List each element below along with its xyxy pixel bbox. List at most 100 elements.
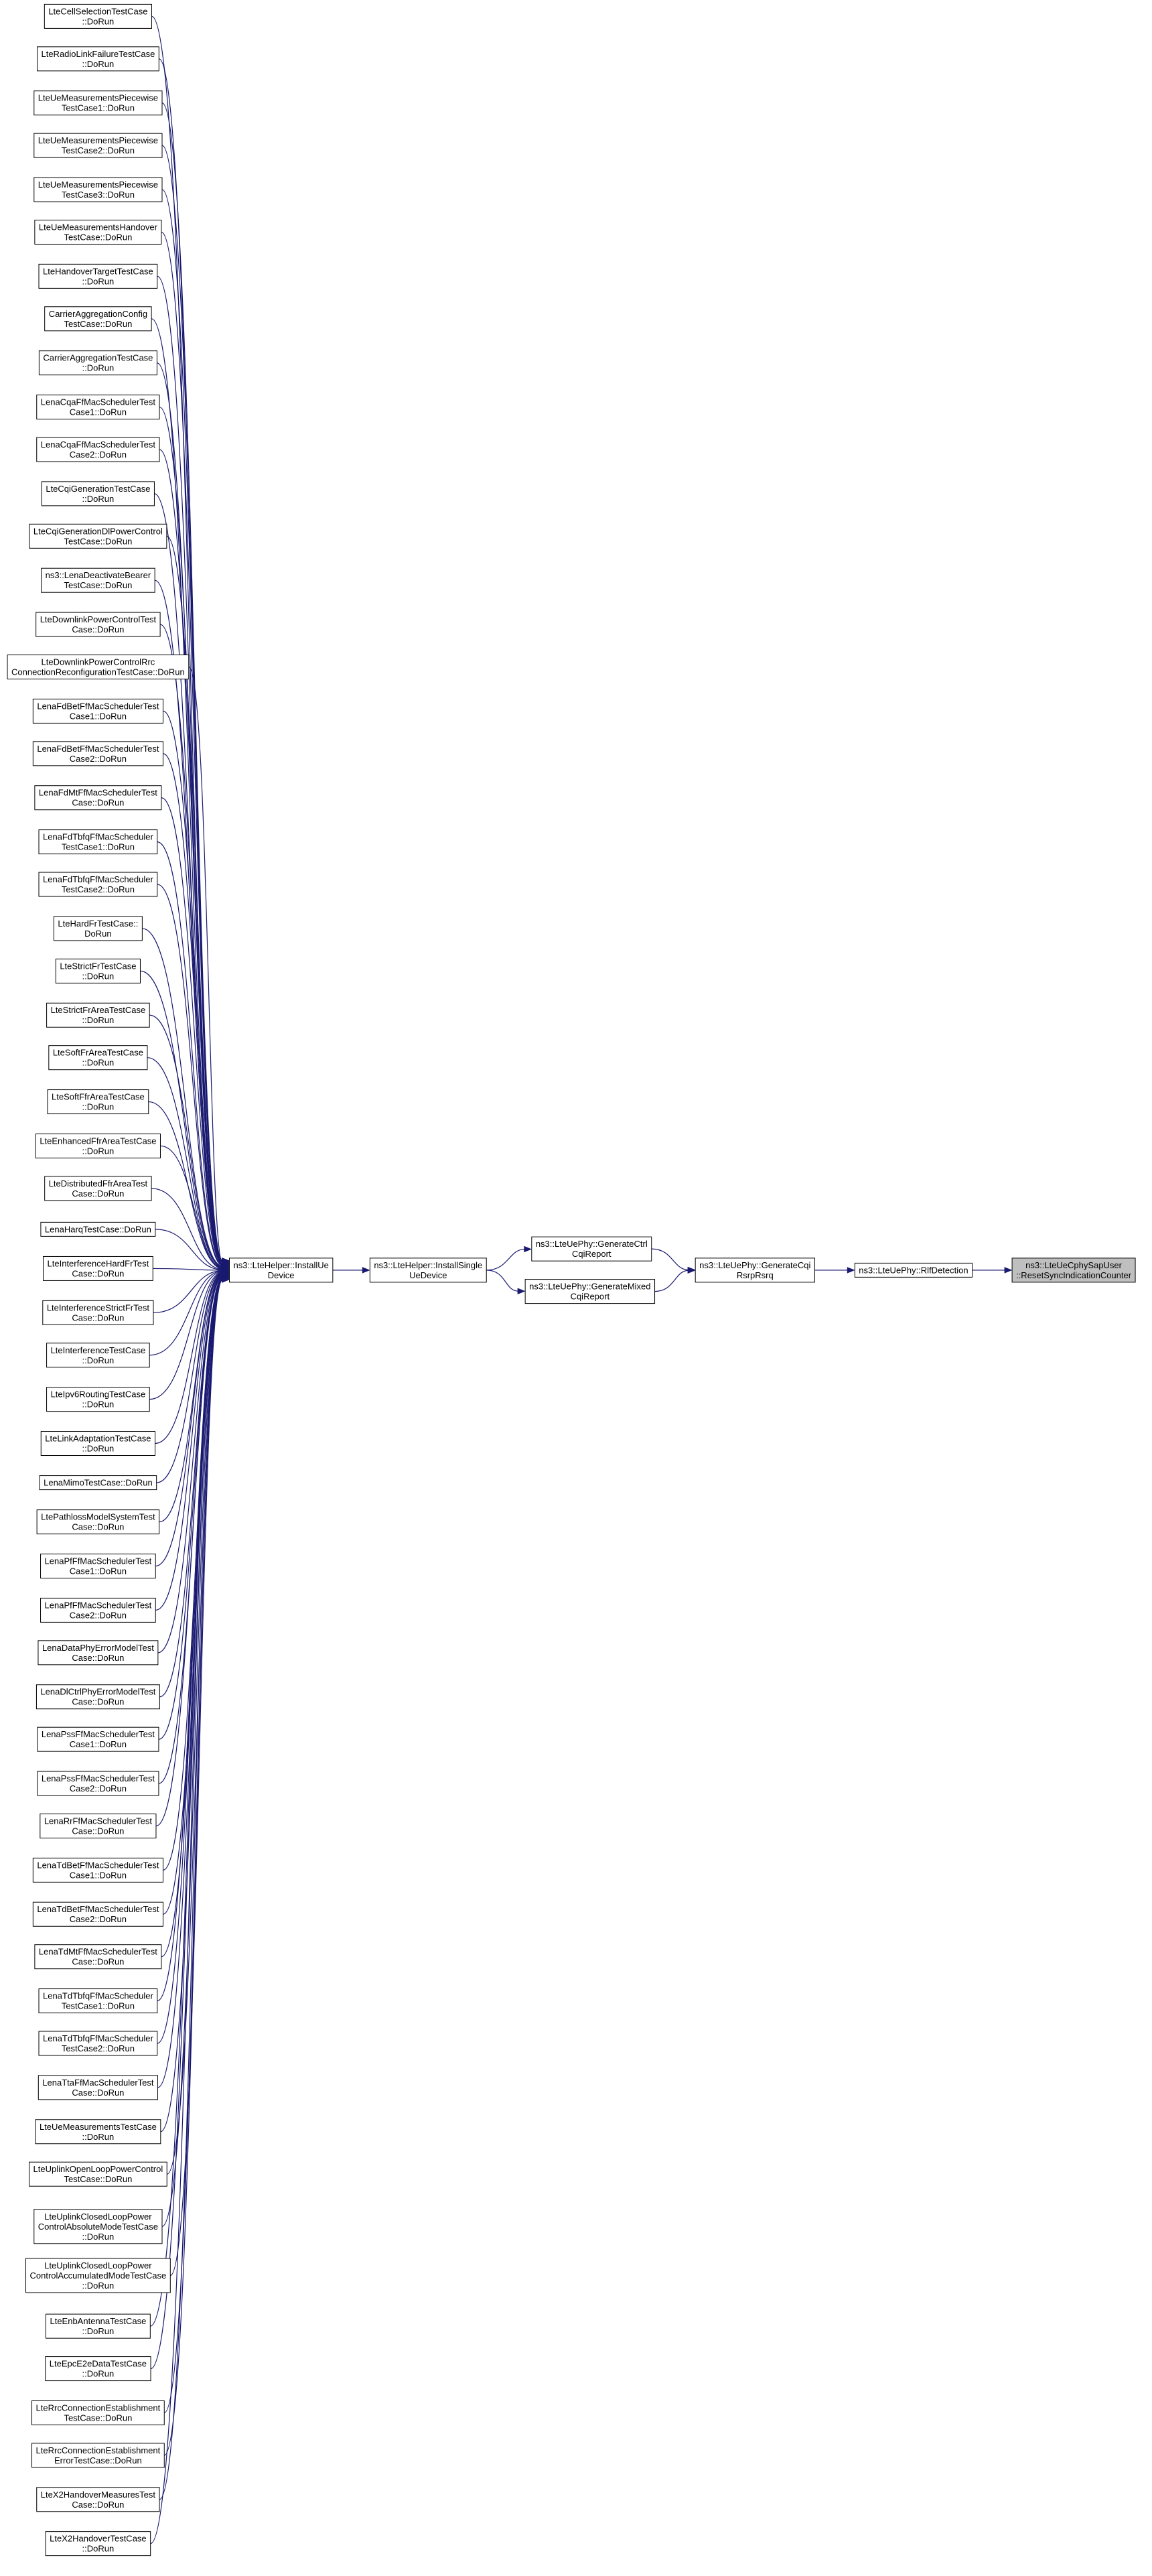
node-box	[35, 2119, 161, 2145]
node-box	[38, 2075, 159, 2100]
node-label: LtePathlossModelSystemTest	[41, 1512, 155, 1522]
node-box	[35, 1684, 160, 1710]
edge	[149, 1014, 223, 1268]
edge	[155, 1229, 223, 1270]
edge	[150, 1279, 223, 2545]
edge	[156, 1272, 223, 1483]
node-box	[29, 2161, 167, 2187]
node-label: ns3::LteUePhy::GenerateCtrl	[536, 1239, 648, 1249]
node-label: ::DoRun	[82, 1400, 115, 1410]
node-label: Case1::DoRun	[70, 1870, 127, 1880]
node-label: LenaFdBetFfMacSchedulerTest	[37, 744, 159, 754]
edge	[151, 318, 223, 1262]
edge	[161, 231, 223, 1262]
node-box	[44, 306, 152, 332]
node: LteX2HandoverTestCase::DoRun	[45, 2531, 151, 2557]
edge	[188, 666, 224, 1264]
node-box	[34, 1944, 162, 1970]
node-label: ControlAccumulatedModeTestCase	[30, 2270, 167, 2281]
node-label: LenaRrFfMacSchedulerTest	[44, 1816, 153, 1826]
edge	[155, 1273, 223, 1567]
node-label: Case::DoRun	[72, 1697, 124, 1707]
node-box	[32, 1901, 163, 1927]
node-label: TestCase2::DoRun	[62, 884, 135, 894]
node-label: LteX2HandoverTestCase	[50, 2534, 147, 2544]
node-box	[38, 263, 158, 289]
node-label: Case2::DoRun	[70, 1783, 127, 1793]
node-box	[43, 1256, 153, 1281]
edge	[157, 1274, 223, 1653]
node-label: LteInterferenceStrictFrTest	[47, 1302, 150, 1312]
node: LteStrictFrTestCase::DoRun	[55, 958, 141, 984]
node-label: TestCase::DoRun	[64, 2174, 132, 2184]
node-box	[32, 741, 163, 766]
node-label: RsrpRsrq	[737, 1270, 774, 1280]
node-label: LenaTdBetFfMacSchedulerTest	[37, 1904, 159, 1914]
node-box	[32, 1857, 163, 1883]
node-label: Case::DoRun	[72, 798, 124, 808]
node: ns3::LteUeCphySapUser::ResetSyncIndicati…	[1011, 1258, 1136, 1283]
node-label: LteCellSelectionTestCase	[48, 6, 147, 16]
node: LteSoftFrAreaTestCase::DoRun	[48, 1045, 148, 1071]
node-label: LteRrcConnectionEstablishment	[36, 2445, 161, 2455]
edge	[163, 710, 223, 1264]
node-box	[44, 3, 152, 29]
edge	[159, 1274, 223, 1698]
node-box	[47, 1089, 149, 1115]
node-box	[38, 1640, 159, 1666]
node-box	[229, 1258, 334, 1283]
node-label: TestCase::DoRun	[64, 536, 132, 546]
edge	[155, 1272, 223, 1444]
node-box	[35, 1133, 161, 1158]
node-box	[41, 481, 155, 506]
edge	[159, 1279, 223, 2500]
node-label: LenaMimoTestCase::DoRun	[44, 1478, 153, 1488]
node: LteUplinkClosedLoopPowerControlAccumulat…	[25, 2258, 171, 2293]
edges	[140, 15, 1013, 2545]
arrowhead	[687, 1267, 696, 1274]
node-label: ConnectionReconfigurationTestCase::DoRun	[11, 667, 185, 677]
node: LteLinkAdaptationTestCase::DoRun	[40, 1431, 156, 1456]
edge	[160, 1145, 223, 1270]
node-label: LteDownlinkPowerControlRrc	[42, 657, 155, 667]
node-label: Case::DoRun	[72, 1957, 124, 1967]
node: LteCellSelectionTestCase::DoRun	[44, 3, 152, 29]
node-label: LteDistributedFfrAreaTest	[49, 1178, 148, 1189]
node-box	[46, 1387, 150, 1412]
node-label: LteUeMeasurementsTestCase	[40, 2122, 157, 2132]
node: LteEnbAntennaTestCase::DoRun	[45, 2313, 151, 2339]
node-label: ns3::LteUePhy::GenerateCqi	[699, 1260, 810, 1270]
node-label: LteX2HandoverMeasuresTest	[41, 2490, 156, 2500]
node-label: CarrierAggregationTestCase	[43, 353, 153, 363]
node-label: UeDevice	[409, 1270, 447, 1280]
node-box	[36, 395, 160, 420]
node-label: TestCase1::DoRun	[62, 842, 135, 852]
node-label: LteStrictFrAreaTestCase	[51, 1005, 146, 1015]
edge	[155, 1276, 223, 1827]
node-label: LteCqiGenerationDlPowerControl	[33, 526, 163, 536]
node-label: ::DoRun	[82, 2132, 115, 2142]
node-label: CarrierAggregationConfig	[49, 309, 147, 319]
nodes: LteCellSelectionTestCase::DoRunLteRadioL…	[7, 3, 1136, 2557]
node-label: ::DoRun	[82, 1015, 115, 1025]
edge	[486, 1270, 519, 1292]
node-label: CqiReport	[572, 1249, 611, 1259]
edge	[153, 1268, 223, 1271]
node-box	[46, 1343, 150, 1368]
node-label: LteIpv6RoutingTestCase	[51, 1389, 146, 1400]
node: CarrierAggregationTestCase::DoRun	[38, 350, 157, 376]
node-label: LteSoftFfrAreaTestCase	[52, 1092, 145, 1102]
